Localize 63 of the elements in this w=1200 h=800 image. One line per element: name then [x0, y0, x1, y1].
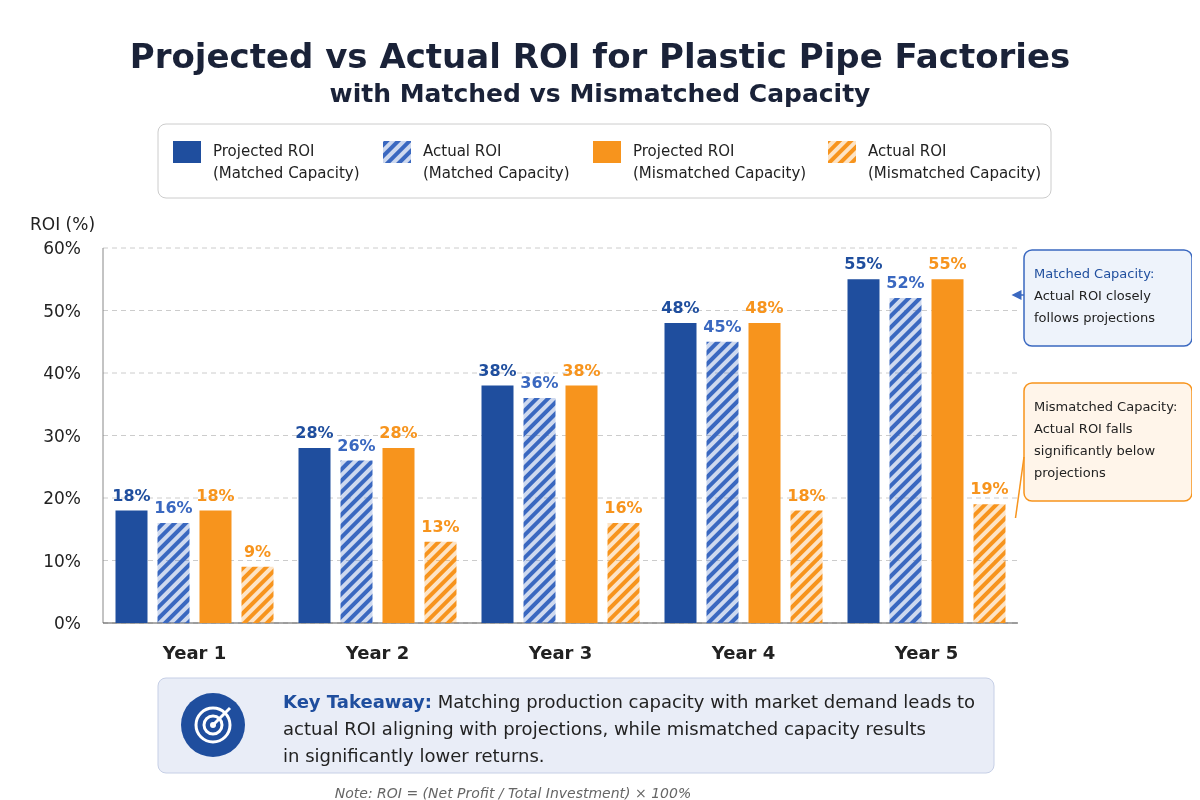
text: Note: ROI = (Net Profit / Total Investment) × 100%: [334, 785, 692, 800]
bar: [664, 323, 697, 623]
data-label: 36%: [520, 373, 559, 392]
data-label: 55%: [844, 254, 883, 274]
chart-subtitle: with Matched vs Mismatched Capacity: [329, 79, 871, 108]
data-label: 19%: [970, 479, 1009, 499]
text: Mismatched Capacity: Actual ROI falls significantly below projections: [1034, 399, 1178, 480]
y-tick-label: 30%: [43, 425, 81, 446]
y-tick-label: 20%: [43, 488, 81, 508]
data-label: 18%: [196, 485, 235, 505]
data-label: 48%: [745, 298, 784, 317]
data-label: 28%: [379, 423, 418, 442]
y-tick-label: 40%: [43, 363, 81, 383]
y-tick-label: 60%: [43, 238, 81, 258]
data-label: 55%: [928, 254, 967, 274]
bar: [115, 510, 148, 623]
data-label: 26%: [337, 435, 376, 455]
x-tick-label: Year 4: [710, 642, 776, 663]
legend-label: Projected ROI (Matched Capacity): [213, 142, 360, 182]
bar: [298, 448, 331, 623]
text: Matched Capacity: Actual ROI closely follows projections: [1034, 266, 1156, 325]
data-label: 9%: [243, 541, 272, 561]
bar: [565, 385, 598, 623]
data-label: 13%: [421, 516, 460, 536]
bar: [889, 298, 922, 623]
x-tick-label: Year 5: [893, 642, 959, 663]
x-tick-label: Year 2: [344, 642, 410, 663]
data-label: 48%: [661, 298, 700, 317]
y-tick-label: 0%: [54, 613, 81, 633]
y-tick-label: 10%: [43, 550, 81, 571]
x-tick-label: Year 3: [527, 642, 593, 663]
bar: [382, 448, 415, 623]
bar: [790, 510, 823, 623]
bar: [973, 504, 1006, 623]
bar: [157, 523, 190, 623]
bar: [241, 566, 274, 623]
chart-title: Projected vs Actual ROI for Plastic Pipe Factories: [129, 36, 1071, 76]
bar: [706, 341, 739, 623]
data-label: 52%: [886, 273, 925, 292]
legend-label: Projected ROI (Mismatched Capacity): [633, 142, 807, 182]
bar: [748, 323, 781, 623]
data-label: 16%: [604, 498, 643, 517]
text: Key Takeaway: Matching production capacity with market demand leads to actual ROI aligning with projections, while mismatched capacity results in significantly lower returns.: [283, 691, 976, 766]
bar: [199, 510, 232, 623]
data-label: 18%: [112, 485, 151, 505]
data-label: 38%: [478, 360, 517, 380]
data-label: 45%: [703, 316, 742, 336]
bar: [424, 541, 457, 623]
y-tick-label: 50%: [43, 300, 81, 321]
data-label: 38%: [562, 360, 601, 380]
data-label: 18%: [787, 485, 826, 505]
bar: [607, 523, 640, 623]
data-label: 28%: [295, 423, 334, 442]
bar: [481, 385, 514, 623]
legend-label: Actual ROI (Mismatched Capacity): [868, 142, 1042, 182]
bar: [847, 279, 880, 623]
y-axis-title: ROI (%): [30, 214, 96, 234]
x-tick-label: Year 1: [161, 642, 227, 663]
legend-label: Actual ROI (Matched Capacity): [423, 142, 570, 182]
bar: [931, 279, 964, 623]
bar: [523, 398, 556, 623]
data-label: 16%: [154, 498, 193, 517]
bar: [340, 460, 373, 623]
